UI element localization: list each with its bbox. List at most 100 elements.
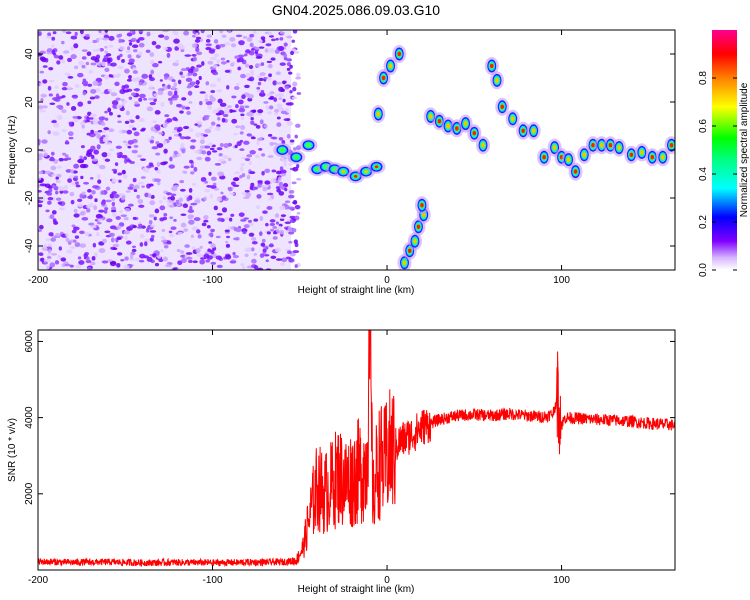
- noise-speckle: [38, 31, 42, 37]
- track-peak: [552, 145, 557, 150]
- noise-speckle: [294, 204, 301, 210]
- noise-speckle: [171, 79, 176, 83]
- noise-speckle: [287, 102, 294, 106]
- noise-speckle: [270, 255, 277, 259]
- noise-speckle: [90, 129, 95, 134]
- noise-speckle: [250, 120, 255, 125]
- noise-speckle: [57, 186, 65, 192]
- noise-speckle: [283, 118, 290, 122]
- noise-speckle: [286, 250, 293, 255]
- noise-speckle: [109, 111, 113, 116]
- noise-speckle: [38, 228, 42, 233]
- noise-speckle: [205, 81, 210, 86]
- noise-speckle: [253, 123, 258, 126]
- noise-speckle: [159, 79, 163, 82]
- noise-speckle: [209, 96, 216, 102]
- noise-speckle: [279, 31, 286, 35]
- noise-speckle: [227, 105, 232, 108]
- noise-speckle: [103, 74, 110, 80]
- noise-speckle: [71, 224, 76, 228]
- noise-speckle: [275, 71, 281, 76]
- noise-speckle: [105, 53, 112, 57]
- noise-speckle: [288, 189, 295, 194]
- noise-speckle: [260, 36, 266, 40]
- noise-speckle: [132, 225, 137, 229]
- noise-speckle: [77, 159, 84, 164]
- noise-speckle: [92, 80, 99, 86]
- noise-speckle: [125, 110, 130, 116]
- noise-speckle: [98, 209, 105, 213]
- noise-speckle: [149, 139, 155, 144]
- noise-speckle: [56, 60, 61, 65]
- noise-speckle: [129, 183, 135, 188]
- noise-speckle: [219, 143, 224, 148]
- noise-speckle: [246, 36, 253, 42]
- noise-speckle: [97, 179, 102, 184]
- noise-speckle: [61, 86, 68, 91]
- noise-speckle: [107, 57, 111, 63]
- noise-speckle: [195, 79, 200, 85]
- noise-speckle: [291, 96, 298, 100]
- noise-speckle: [48, 188, 53, 193]
- noise-speckle: [146, 227, 150, 233]
- noise-speckle: [150, 69, 155, 75]
- noise-speckle: [115, 97, 121, 101]
- noise-speckle: [286, 35, 293, 39]
- noise-speckle: [148, 86, 153, 90]
- noise-speckle: [39, 109, 47, 113]
- noise-speckle: [119, 209, 123, 214]
- noise-speckle: [270, 228, 275, 232]
- noise-speckle: [62, 81, 68, 87]
- noise-speckle: [56, 179, 62, 184]
- noise-speckle: [271, 169, 277, 173]
- noise-speckle: [148, 162, 154, 167]
- noise-speckle: [278, 45, 285, 52]
- noise-speckle: [288, 71, 293, 75]
- noise-speckle: [205, 101, 213, 106]
- noise-speckle: [65, 31, 72, 35]
- noise-speckle: [77, 72, 84, 78]
- noise-speckle: [137, 37, 145, 41]
- noise-speckle: [81, 217, 89, 221]
- noise-speckle: [134, 101, 139, 105]
- noise-speckle: [177, 43, 184, 48]
- noise-speckle: [87, 83, 93, 87]
- noise-speckle: [142, 167, 149, 172]
- noise-speckle: [216, 197, 223, 202]
- noise-speckle: [244, 158, 251, 162]
- noise-speckle: [75, 264, 82, 269]
- noise-speckle: [69, 264, 74, 268]
- noise-speckle: [124, 120, 130, 125]
- noise-speckle: [184, 244, 190, 248]
- noise-speckle: [183, 30, 190, 36]
- noise-speckle: [61, 30, 67, 33]
- noise-speckle: [47, 32, 52, 37]
- noise-speckle: [245, 49, 251, 54]
- noise-speckle: [121, 59, 125, 63]
- noise-speckle: [296, 177, 302, 181]
- noise-speckle: [96, 134, 101, 140]
- noise-speckle: [161, 239, 168, 243]
- noise-speckle: [255, 47, 260, 50]
- noise-speckle: [133, 189, 138, 193]
- noise-speckle: [181, 257, 187, 264]
- noise-speckle: [151, 234, 155, 239]
- noise-speckle: [267, 155, 274, 158]
- noise-speckle: [158, 60, 163, 64]
- noise-speckle: [259, 119, 264, 125]
- noise-speckle: [85, 207, 91, 213]
- noise-speckle: [168, 164, 175, 169]
- noise-speckle: [77, 198, 83, 203]
- noise-speckle: [52, 131, 60, 137]
- noise-speckle: [210, 121, 216, 126]
- noise-speckle: [272, 236, 278, 240]
- noise-speckle: [65, 140, 69, 145]
- noise-speckle: [56, 165, 63, 169]
- noise-speckle: [131, 149, 138, 154]
- noise-speckle: [188, 68, 194, 74]
- noise-speckle: [233, 86, 240, 91]
- noise-speckle: [110, 62, 117, 67]
- noise-speckle: [85, 33, 90, 38]
- noise-speckle: [83, 156, 87, 160]
- noise-speckle: [209, 56, 217, 61]
